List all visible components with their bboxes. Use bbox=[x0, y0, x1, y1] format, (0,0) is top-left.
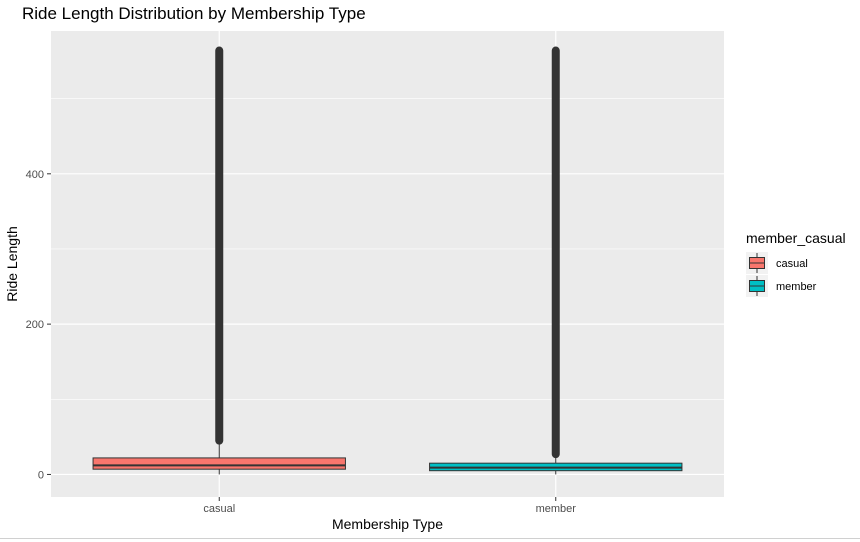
y-tick-label: 200 bbox=[26, 319, 44, 331]
chart-title: Ride Length Distribution by Membership T… bbox=[22, 4, 366, 23]
legend-key-member bbox=[746, 275, 768, 297]
y-tick-label: 400 bbox=[26, 169, 44, 181]
boxes-layer bbox=[92, 46, 683, 475]
legend-label: member bbox=[776, 281, 817, 293]
y-tick-label: 0 bbox=[38, 469, 44, 481]
y-axis: 0 200 400 bbox=[26, 169, 51, 481]
legend-key-casual bbox=[746, 252, 768, 274]
y-axis-title: Ride Length bbox=[4, 226, 20, 302]
x-axis: casual member bbox=[203, 497, 576, 515]
legend-label: casual bbox=[776, 258, 808, 270]
legend-title: member_casual bbox=[746, 230, 846, 246]
box-casual bbox=[92, 46, 346, 475]
legend: member_casual casual member bbox=[746, 230, 846, 297]
box-iqr bbox=[92, 457, 346, 470]
x-tick-label: member bbox=[536, 503, 577, 515]
plot-panel bbox=[51, 31, 724, 497]
x-tick-label: casual bbox=[203, 503, 235, 515]
box-member bbox=[429, 46, 683, 475]
x-axis-title: Membership Type bbox=[332, 516, 443, 532]
bottom-divider bbox=[0, 538, 860, 539]
